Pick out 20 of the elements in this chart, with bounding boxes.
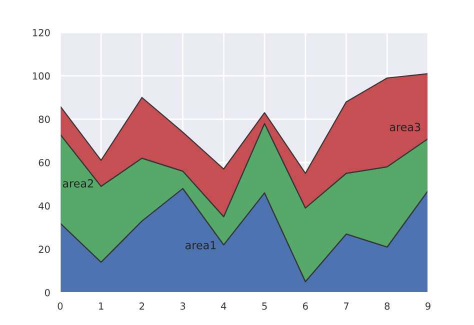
y-tick-label: 40 (38, 202, 50, 210)
x-tick-label: 6 (303, 302, 308, 310)
series-label: area2 (62, 179, 93, 188)
series-label: area1 (186, 241, 216, 250)
x-tick-label: 1 (99, 302, 104, 310)
x-tick-label: 4 (221, 302, 226, 310)
x-tick-label: 7 (344, 302, 349, 310)
y-tick-label: 80 (38, 116, 50, 123)
x-tick-label: 5 (262, 302, 267, 310)
y-tick-label: 60 (38, 158, 50, 166)
x-tick-label: 3 (180, 302, 186, 310)
y-tick-label: 120 (32, 28, 50, 36)
x-tick-label: 2 (140, 302, 144, 310)
series-label: area3 (390, 122, 420, 132)
y-tick-label: 0 (44, 288, 50, 296)
y-tick-label: 100 (32, 72, 50, 80)
x-tick-label: 9 (426, 302, 430, 310)
x-tick-label: 0 (58, 302, 63, 310)
y-tick-label: 20 (38, 246, 50, 253)
x-tick-label: 8 (384, 302, 390, 310)
